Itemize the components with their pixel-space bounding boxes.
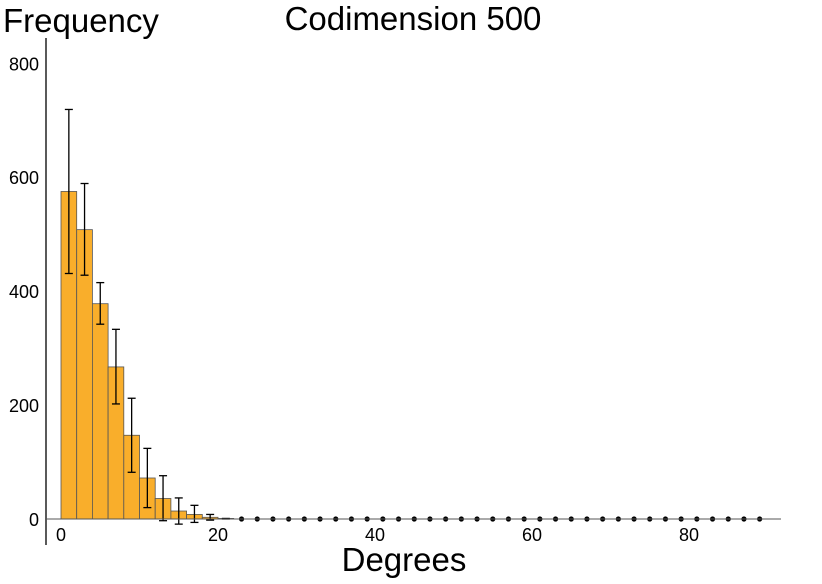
error-bars-layer	[64, 108, 763, 525]
y-tick-label: 800	[9, 54, 39, 74]
error-bar	[111, 328, 120, 405]
y-tick-label: 200	[9, 396, 39, 416]
error-bar	[159, 475, 168, 522]
error-bar	[174, 497, 183, 525]
y-axis-label: Frequency	[3, 2, 159, 39]
x-tick-label: 80	[679, 525, 699, 545]
histogram-bar	[92, 303, 109, 520]
y-tick-label: 600	[9, 168, 39, 188]
error-bar	[80, 182, 89, 276]
error-bar	[96, 281, 105, 325]
x-tick-label: 60	[522, 525, 542, 545]
y-tick-label: 400	[9, 282, 39, 302]
y-tick-label: 0	[29, 510, 39, 530]
x-axis-label: Degrees	[342, 541, 467, 578]
axes-layer	[45, 38, 781, 545]
x-tick-label: 20	[208, 525, 228, 545]
error-bar	[190, 504, 199, 524]
x-tick-label: 0	[56, 525, 66, 545]
error-bar	[143, 447, 152, 509]
chart-title: Codimension 500	[285, 0, 542, 37]
error-bar	[127, 397, 136, 473]
error-bar	[64, 108, 73, 275]
x-tick-label: 40	[365, 525, 385, 545]
